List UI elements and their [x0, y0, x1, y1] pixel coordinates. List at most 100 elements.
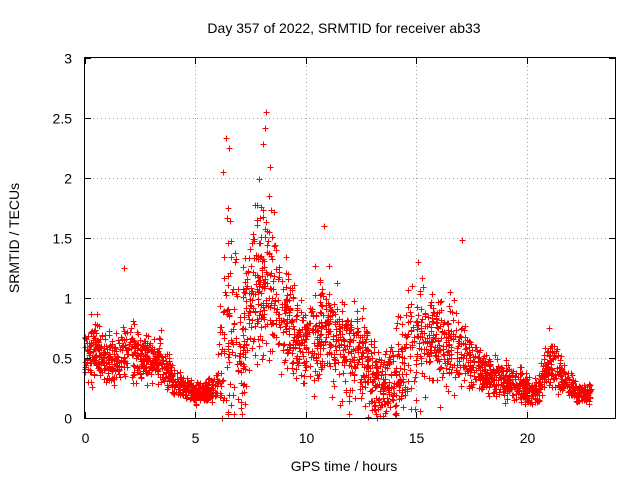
data-point: [231, 306, 238, 313]
data-point: [269, 234, 276, 241]
data-point: [223, 292, 230, 299]
data-point: [267, 164, 274, 171]
data-point: [246, 367, 253, 374]
data-point: [308, 309, 315, 316]
data-point: [241, 381, 248, 388]
data-point: [190, 382, 197, 389]
data-point: [385, 387, 392, 394]
data-point: [549, 367, 556, 374]
data-point: [240, 294, 247, 301]
y-tick-label: 2.5: [53, 111, 73, 127]
data-point: [247, 246, 254, 253]
data-point: [399, 345, 406, 352]
data-point: [300, 333, 307, 340]
data-point: [290, 359, 297, 366]
data-point: [375, 349, 382, 356]
data-point: [403, 341, 410, 348]
data-point: [455, 371, 462, 378]
data-point: [365, 348, 372, 355]
data-point: [438, 317, 445, 324]
data-point: [182, 379, 189, 386]
data-point: [111, 345, 118, 352]
data-point: [355, 343, 362, 350]
data-point: [364, 332, 371, 339]
data-point: [373, 411, 380, 418]
data-point: [225, 340, 232, 347]
data-point: [559, 378, 566, 385]
data-point: [254, 222, 261, 229]
data-point: [226, 313, 233, 320]
data-point: [318, 338, 325, 345]
data-point: [271, 209, 278, 216]
data-point: [275, 341, 282, 348]
data-point: [468, 379, 475, 386]
data-point: [458, 326, 465, 333]
data-point: [445, 388, 452, 395]
data-point: [285, 276, 292, 283]
data-point: [326, 263, 333, 270]
data-point: [263, 340, 270, 347]
data-point: [86, 340, 93, 347]
data-point: [565, 374, 572, 381]
data-point: [451, 297, 458, 304]
data-point: [85, 366, 92, 373]
data-point: [286, 325, 293, 332]
data-point: [191, 396, 198, 403]
data-point: [225, 282, 232, 289]
data-point: [529, 401, 536, 408]
data-point: [533, 386, 540, 393]
data-point: [525, 395, 532, 402]
data-point: [143, 332, 150, 339]
data-point: [335, 336, 342, 343]
data-point: [97, 372, 104, 379]
data-point: [501, 392, 508, 399]
data-point: [278, 371, 285, 378]
data-point: [493, 393, 500, 400]
data-point: [337, 402, 344, 409]
data-point: [430, 309, 437, 316]
data-point: [429, 377, 436, 384]
data-point: [351, 298, 358, 305]
data-point: [473, 344, 480, 351]
data-point: [94, 311, 101, 318]
data-point: [259, 337, 266, 344]
data-point: [368, 341, 375, 348]
data-point: [334, 306, 341, 313]
y-tick-labels: 0 0.5 1 1.5 2 2.5 3: [53, 51, 73, 427]
data-point: [96, 323, 103, 330]
data-point: [293, 366, 300, 373]
data-point: [561, 369, 568, 376]
data-point: [231, 384, 238, 391]
data-point: [197, 388, 204, 395]
data-point: [444, 349, 451, 356]
data-point: [194, 392, 201, 399]
data-point: [225, 240, 232, 247]
data-point: [331, 301, 338, 308]
data-point: [269, 256, 276, 263]
data-point: [149, 366, 156, 373]
data-point: [221, 350, 228, 357]
data-point: [282, 310, 289, 317]
data-point: [491, 389, 498, 396]
data-point: [170, 390, 177, 397]
data-point: [248, 290, 255, 297]
data-point: [447, 308, 454, 315]
data-point: [177, 384, 184, 391]
data-point: [407, 309, 414, 316]
data-point: [330, 378, 337, 385]
data-point: [280, 329, 287, 336]
data-point: [419, 275, 426, 282]
data-point: [440, 346, 447, 353]
data-point: [561, 362, 568, 369]
data-point: [267, 317, 274, 324]
data-point: [253, 252, 260, 259]
data-point: [248, 263, 255, 270]
data-point: [283, 254, 290, 261]
data-point: [240, 264, 247, 271]
data-point: [295, 362, 302, 369]
data-point: [180, 375, 187, 382]
data-point: [88, 329, 95, 336]
data-point: [130, 380, 137, 387]
data-point: [334, 318, 341, 325]
data-point: [281, 341, 288, 348]
